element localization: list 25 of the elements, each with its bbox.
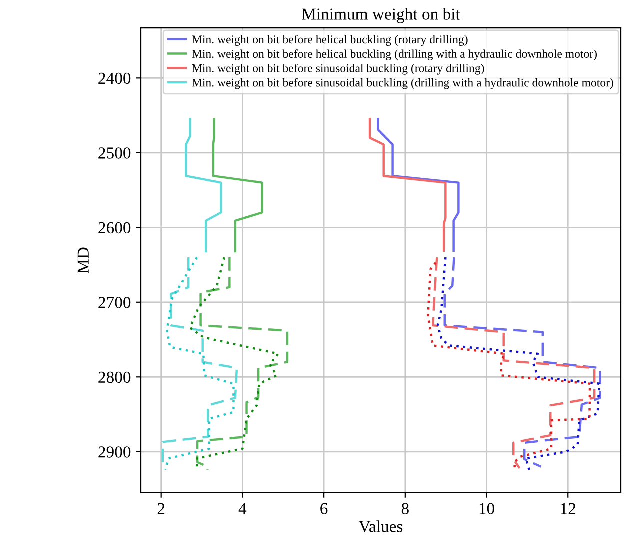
line-series — [196, 256, 289, 471]
legend-label: Min. weight on bit before helical buckling (drilling with a hydraulic downhole motor) — [192, 50, 597, 60]
x-tick-label: 2 — [158, 503, 165, 514]
y-tick-label: 2700 — [98, 297, 131, 308]
y-tick-label: 2600 — [98, 222, 131, 234]
y-tick-label: 2800 — [98, 372, 131, 384]
legend-label: Min. weight on bit before sinusoidal buckling (rotary drilling) — [192, 64, 484, 75]
x-tick-label: 8 — [402, 503, 409, 514]
y-tick-label: 2500 — [98, 148, 131, 159]
y-axis-title: MD — [78, 248, 89, 274]
line-series — [377, 118, 460, 252]
x-tick-label: 10 — [480, 503, 494, 514]
x-axis-title: Values — [358, 520, 403, 532]
line-series — [185, 118, 222, 253]
x-tick-label: 6 — [320, 503, 328, 514]
legend-label: Min. weight on bit before helical buckling (rotary drilling) — [192, 35, 468, 46]
legend-label: Min. weight on bit before sinusoidal buckling (drilling with a hydraulic downhole motor) — [192, 78, 614, 90]
chart-title: Minimum weight on bit — [302, 8, 460, 24]
x-tick-label: 12 — [561, 503, 576, 514]
line-series — [368, 118, 447, 252]
line-series — [212, 118, 264, 253]
y-tick-label: 2900 — [98, 446, 131, 458]
x-tick-label: 4 — [238, 503, 247, 514]
y-tick-label: 2400 — [98, 72, 131, 84]
line-series — [189, 256, 280, 468]
